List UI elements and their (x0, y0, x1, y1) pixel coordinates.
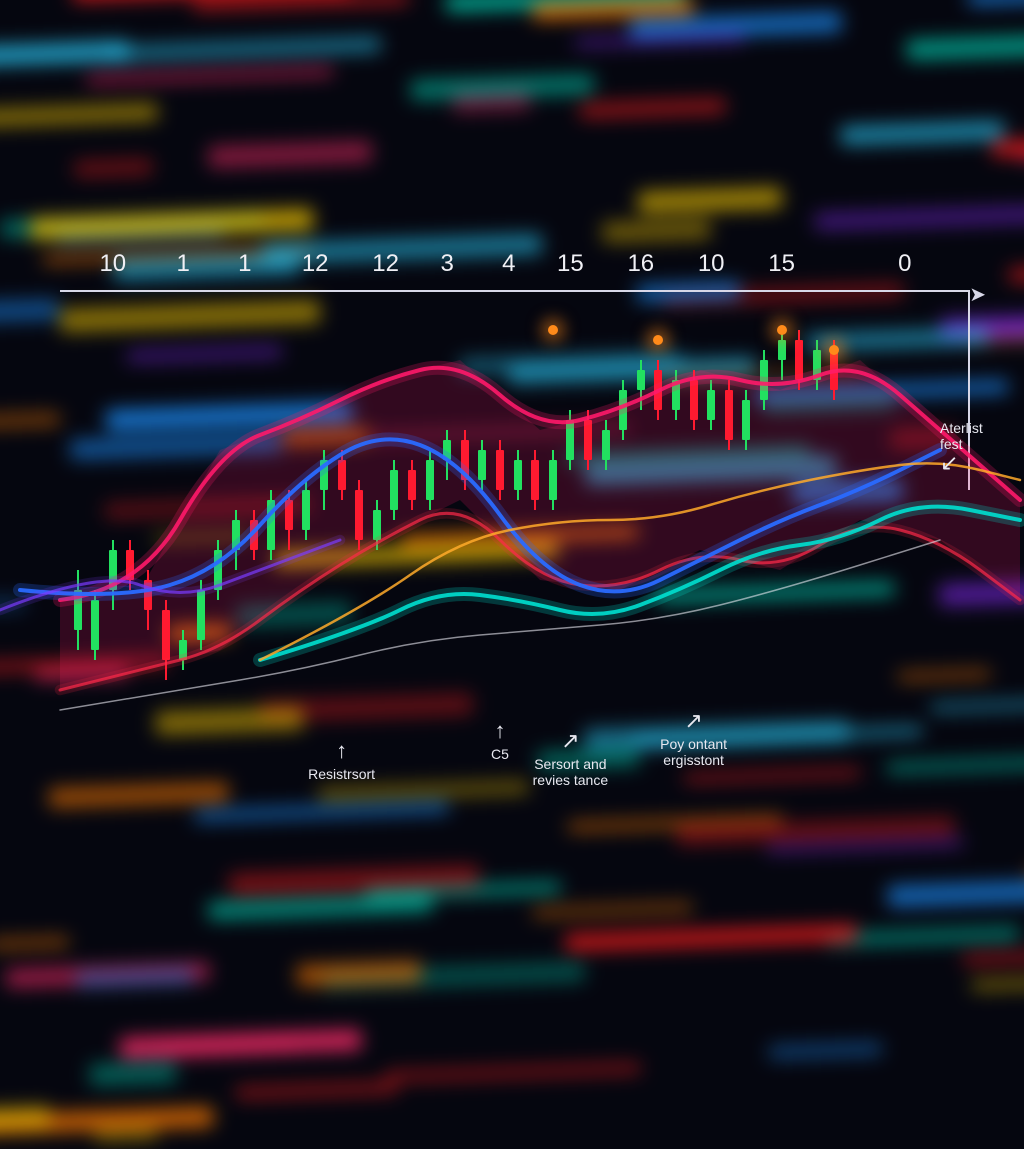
annotation: Aterlist fest↙ (940, 420, 983, 478)
annotation: ↗ Poy ontant ergisstont (660, 710, 727, 768)
indicator-glow (20, 439, 940, 594)
annotation-arrow-icon: ↗ (533, 730, 608, 752)
bg-streak (208, 140, 372, 167)
bg-streak (410, 74, 594, 100)
bg-streak (0, 299, 59, 323)
bg-streak (1009, 261, 1024, 283)
axis-tick: 12 (302, 250, 329, 278)
glow-dot (829, 345, 839, 355)
axis-tick: 0 (898, 250, 911, 278)
annotation-label: Aterlist fest (940, 420, 983, 452)
bg-streak (887, 877, 1024, 908)
axis-tick: 16 (627, 250, 654, 278)
bg-streak (769, 1043, 882, 1059)
annotation-label: Poy ontant ergisstont (660, 736, 727, 768)
bg-streak (931, 697, 1024, 712)
bg-streak (0, 104, 158, 129)
bg-streak (564, 925, 857, 950)
bg-streak (0, 1106, 50, 1131)
bg-streak (193, 0, 409, 11)
bg-streak (74, 158, 153, 178)
axis-tick: 12 (372, 250, 399, 278)
annotation: ↗ Sersort and revies tance (533, 730, 608, 788)
bg-streak (94, 1127, 157, 1142)
bg-streak (107, 37, 380, 61)
bg-streak (0, 412, 60, 430)
bg-streak (963, 949, 1024, 964)
axis-tick: 1 (238, 250, 251, 278)
indicator-line-white-base (60, 540, 940, 710)
annotation-arrow-icon: ↗ (660, 710, 727, 732)
glow-dot (777, 325, 787, 335)
bg-streak (0, 40, 129, 70)
annotation-label: Sersort and revies tance (533, 756, 608, 788)
annotation: ↑ C5 (491, 720, 509, 762)
axis-tick: 10 (99, 250, 126, 278)
bg-streak (48, 782, 228, 808)
bg-streak (971, 976, 1024, 990)
indicator-line-orange-ma (260, 463, 1020, 660)
bg-streak (235, 1081, 398, 1100)
bg-streak (89, 1061, 177, 1086)
indicator-lines (60, 290, 940, 710)
bg-streak (208, 895, 433, 919)
bg-streak (155, 707, 303, 734)
axis-tick: 15 (768, 250, 795, 278)
bg-streak (318, 781, 529, 800)
axis-tick: 1 (177, 250, 190, 278)
axis-tick: 10 (698, 250, 725, 278)
bg-streak (602, 219, 711, 243)
bg-streak (887, 757, 1024, 775)
bg-streak (906, 32, 1024, 60)
bg-streak (296, 961, 420, 987)
candlestick-chart: ➤ 1011121234151610150 ↑Resistrsort↑C5↗Se… (60, 290, 940, 710)
axis-tick: 15 (557, 250, 584, 278)
bg-streak (532, 902, 692, 919)
annotation-label: C5 (491, 746, 509, 762)
bg-streak (119, 1029, 362, 1059)
bg-streak (85, 67, 333, 84)
bg-streak (194, 802, 449, 821)
annotation-label: Resistrsort (308, 766, 375, 782)
bg-streak (384, 1062, 641, 1083)
axis-tick: 4 (502, 250, 515, 278)
bg-streak (0, 937, 69, 949)
bg-streak (841, 121, 1004, 145)
bg-streak (814, 205, 1024, 230)
bg-streak (683, 768, 861, 784)
bg-streak (638, 188, 781, 214)
annotation-arrow-icon: ↙ (940, 452, 983, 474)
bg-streak (992, 137, 1024, 158)
annotation-arrow-icon: ↑ (308, 740, 375, 762)
glow-dot (548, 325, 558, 335)
glow-dot (653, 335, 663, 345)
axis-arrow-icon: ➤ (969, 282, 986, 307)
annotation-arrow-icon: ↑ (491, 720, 509, 742)
bg-streak (968, 0, 1024, 4)
bg-streak (580, 99, 726, 119)
annotation: ↑ Resistrsort (308, 740, 375, 782)
axis-tick: 3 (441, 250, 454, 278)
